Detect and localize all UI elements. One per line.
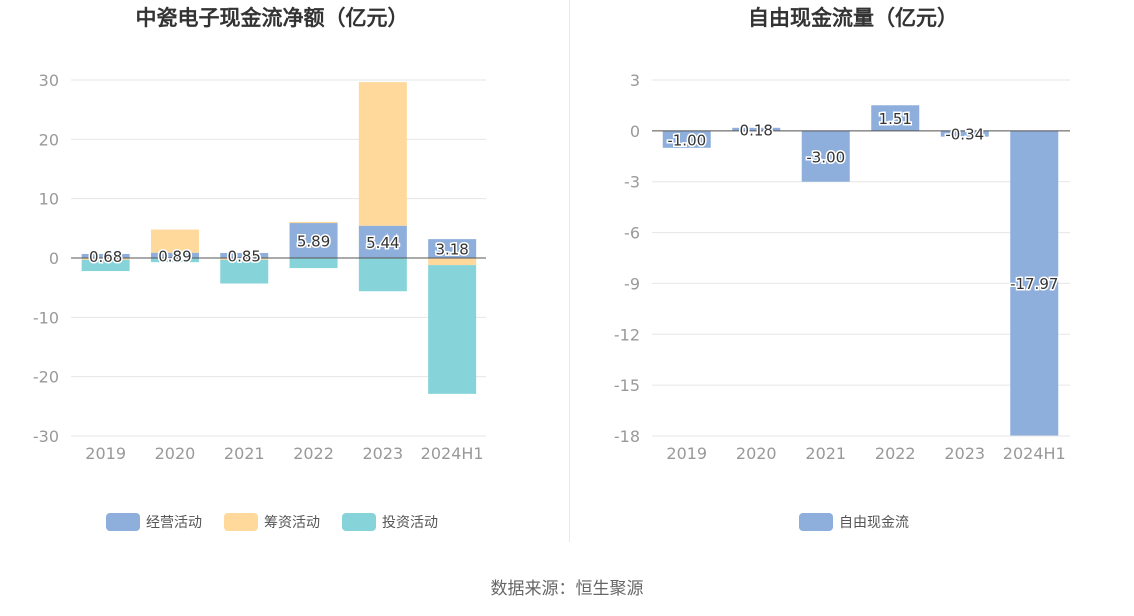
- bar: [358, 225, 407, 258]
- bar: [289, 258, 338, 269]
- legend-swatch: [342, 513, 376, 531]
- bar: [81, 259, 130, 272]
- y-tick-label: -9: [624, 274, 640, 293]
- y-tick-label: 10: [39, 190, 59, 209]
- legend-swatch: [799, 513, 833, 531]
- x-tick-label: 2022: [875, 444, 916, 463]
- y-tick-label: -3: [624, 173, 640, 192]
- data-label: 5.89: [297, 233, 330, 251]
- bar: [150, 252, 199, 258]
- x-tick-label: 2024H1: [1003, 444, 1066, 463]
- bar: [732, 127, 781, 131]
- bar: [220, 258, 269, 260]
- legend-swatch: [224, 513, 258, 531]
- bar: [871, 105, 920, 131]
- y-tick-label: -20: [33, 368, 59, 387]
- bar: [428, 258, 477, 266]
- bar: [289, 223, 338, 258]
- x-tick-label: 2023: [944, 444, 985, 463]
- legend-label: 自由现金流: [839, 515, 909, 531]
- data-label: -1.00: [667, 131, 706, 149]
- source-note: 数据来源：恒生聚源: [490, 579, 644, 599]
- bar: [289, 221, 338, 224]
- bar: [81, 258, 130, 260]
- legend-swatch: [106, 513, 140, 531]
- bar: [150, 258, 199, 263]
- x-tick-label: 2019: [85, 444, 126, 463]
- data-label: 0.68: [89, 248, 122, 266]
- x-tick-label: 2020: [736, 444, 777, 463]
- bar: [81, 253, 130, 258]
- data-label: -3.00: [806, 148, 845, 166]
- y-tick-label: 0: [630, 122, 640, 141]
- data-label: 3.18: [435, 241, 468, 259]
- y-tick-label: 0: [49, 249, 59, 268]
- bar: [220, 259, 269, 284]
- y-tick-label: 30: [39, 71, 59, 90]
- bar: [220, 252, 269, 258]
- x-tick-label: 2021: [224, 444, 265, 463]
- data-label: 1.51: [879, 110, 912, 128]
- x-tick-label: 2019: [666, 444, 707, 463]
- bar: [428, 265, 477, 394]
- bar: [428, 239, 477, 258]
- data-label: 0.85: [228, 247, 261, 265]
- x-tick-label: 2020: [155, 444, 196, 463]
- legend-label: 投资活动: [382, 515, 438, 531]
- panel-divider: [569, 0, 570, 542]
- x-tick-label: 2024H1: [421, 444, 484, 463]
- legend-label: 经营活动: [146, 515, 202, 531]
- y-tick-label: -10: [33, 308, 59, 327]
- data-label: 5.44: [366, 234, 399, 252]
- chart-title: 自由现金流量（亿元）: [748, 6, 958, 30]
- y-tick-label: -15: [614, 376, 640, 395]
- bar: [150, 229, 199, 253]
- bar: [1010, 130, 1059, 436]
- y-tick-label: -12: [614, 325, 640, 344]
- x-tick-label: 2023: [362, 444, 403, 463]
- bar: [662, 130, 711, 148]
- bar: [940, 130, 989, 137]
- bar: [358, 82, 407, 226]
- bar: [801, 130, 850, 182]
- legend-label: 筹资活动: [264, 514, 320, 531]
- data-label: 0.18: [740, 121, 773, 139]
- y-tick-label: -30: [33, 427, 59, 446]
- data-label: -0.34: [945, 126, 984, 144]
- x-tick-label: 2022: [293, 444, 334, 463]
- y-tick-label: -18: [614, 427, 640, 446]
- chart-title: 中瓷电子现金流净额（亿元）: [136, 6, 409, 30]
- y-tick-label: -6: [624, 224, 640, 243]
- chart-1: 中瓷电子现金流净额（亿元） 30 20 10 0 -10 -20 -30 2019 2020 202…: [33, 6, 486, 531]
- data-label: 0.89: [158, 247, 191, 265]
- data-label: -17.97: [1010, 275, 1058, 293]
- chart-2: 自由现金流量（亿元） 3 0 -3 -6 -9 -12 -15 -18 2019 2020 2021 2…: [614, 6, 1070, 531]
- x-tick-label: 2021: [805, 444, 846, 463]
- y-tick-label: 3: [630, 71, 640, 90]
- bar: [358, 258, 407, 292]
- y-tick-label: 20: [39, 130, 59, 149]
